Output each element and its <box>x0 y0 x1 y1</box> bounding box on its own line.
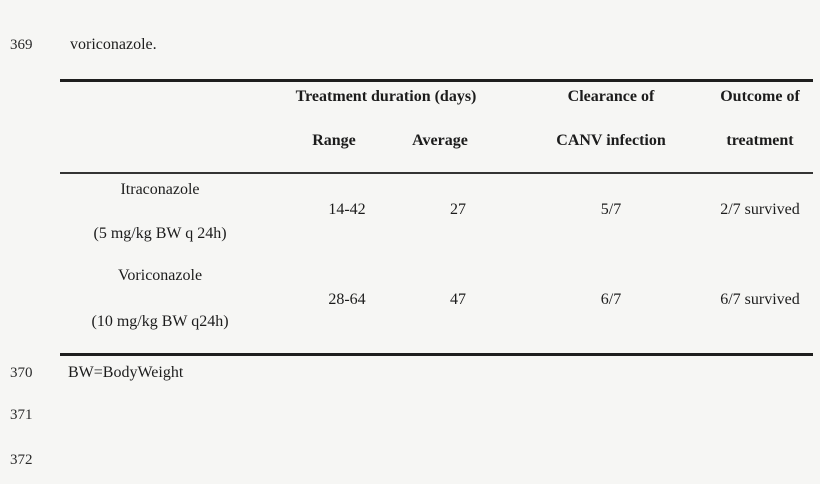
clearance-value: 6/7 <box>600 291 622 308</box>
range-value: 14-42 <box>328 201 366 218</box>
outcome-value: 2/7 survived <box>720 201 800 218</box>
drug-dose: (5 mg/kg BW q 24h) <box>93 225 227 242</box>
header-treatment-duration: Treatment duration (days) <box>295 88 477 105</box>
drug-dose: (10 mg/kg BW q24h) <box>91 313 229 330</box>
table-top-rule <box>60 79 813 82</box>
average-value: 27 <box>450 201 466 218</box>
line-number-372: 372 <box>10 452 33 468</box>
line-number-371: 371 <box>10 407 33 423</box>
header-average: Average <box>412 132 468 149</box>
paragraph-text: voriconazole. <box>70 36 157 53</box>
clearance-value: 5/7 <box>600 201 622 218</box>
header-outcome-line2: treatment <box>726 132 794 149</box>
outcome-value: 6/7 survived <box>720 291 800 308</box>
table-header-rule <box>60 172 813 174</box>
table-bottom-rule <box>60 353 813 356</box>
drug-name: Voriconazole <box>117 267 203 284</box>
table-footnote: BW=BodyWeight <box>68 364 184 381</box>
header-clearance-line2: CANV infection <box>556 132 666 149</box>
drug-name: Itraconazole <box>120 181 200 198</box>
range-value: 28-64 <box>328 291 366 308</box>
header-clearance-line1: Clearance of <box>567 88 655 105</box>
header-range: Range <box>312 132 356 149</box>
line-number-370: 370 <box>10 365 33 381</box>
line-number-369: 369 <box>10 37 33 53</box>
average-value: 47 <box>450 291 466 308</box>
header-outcome-line1: Outcome of <box>720 88 800 105</box>
